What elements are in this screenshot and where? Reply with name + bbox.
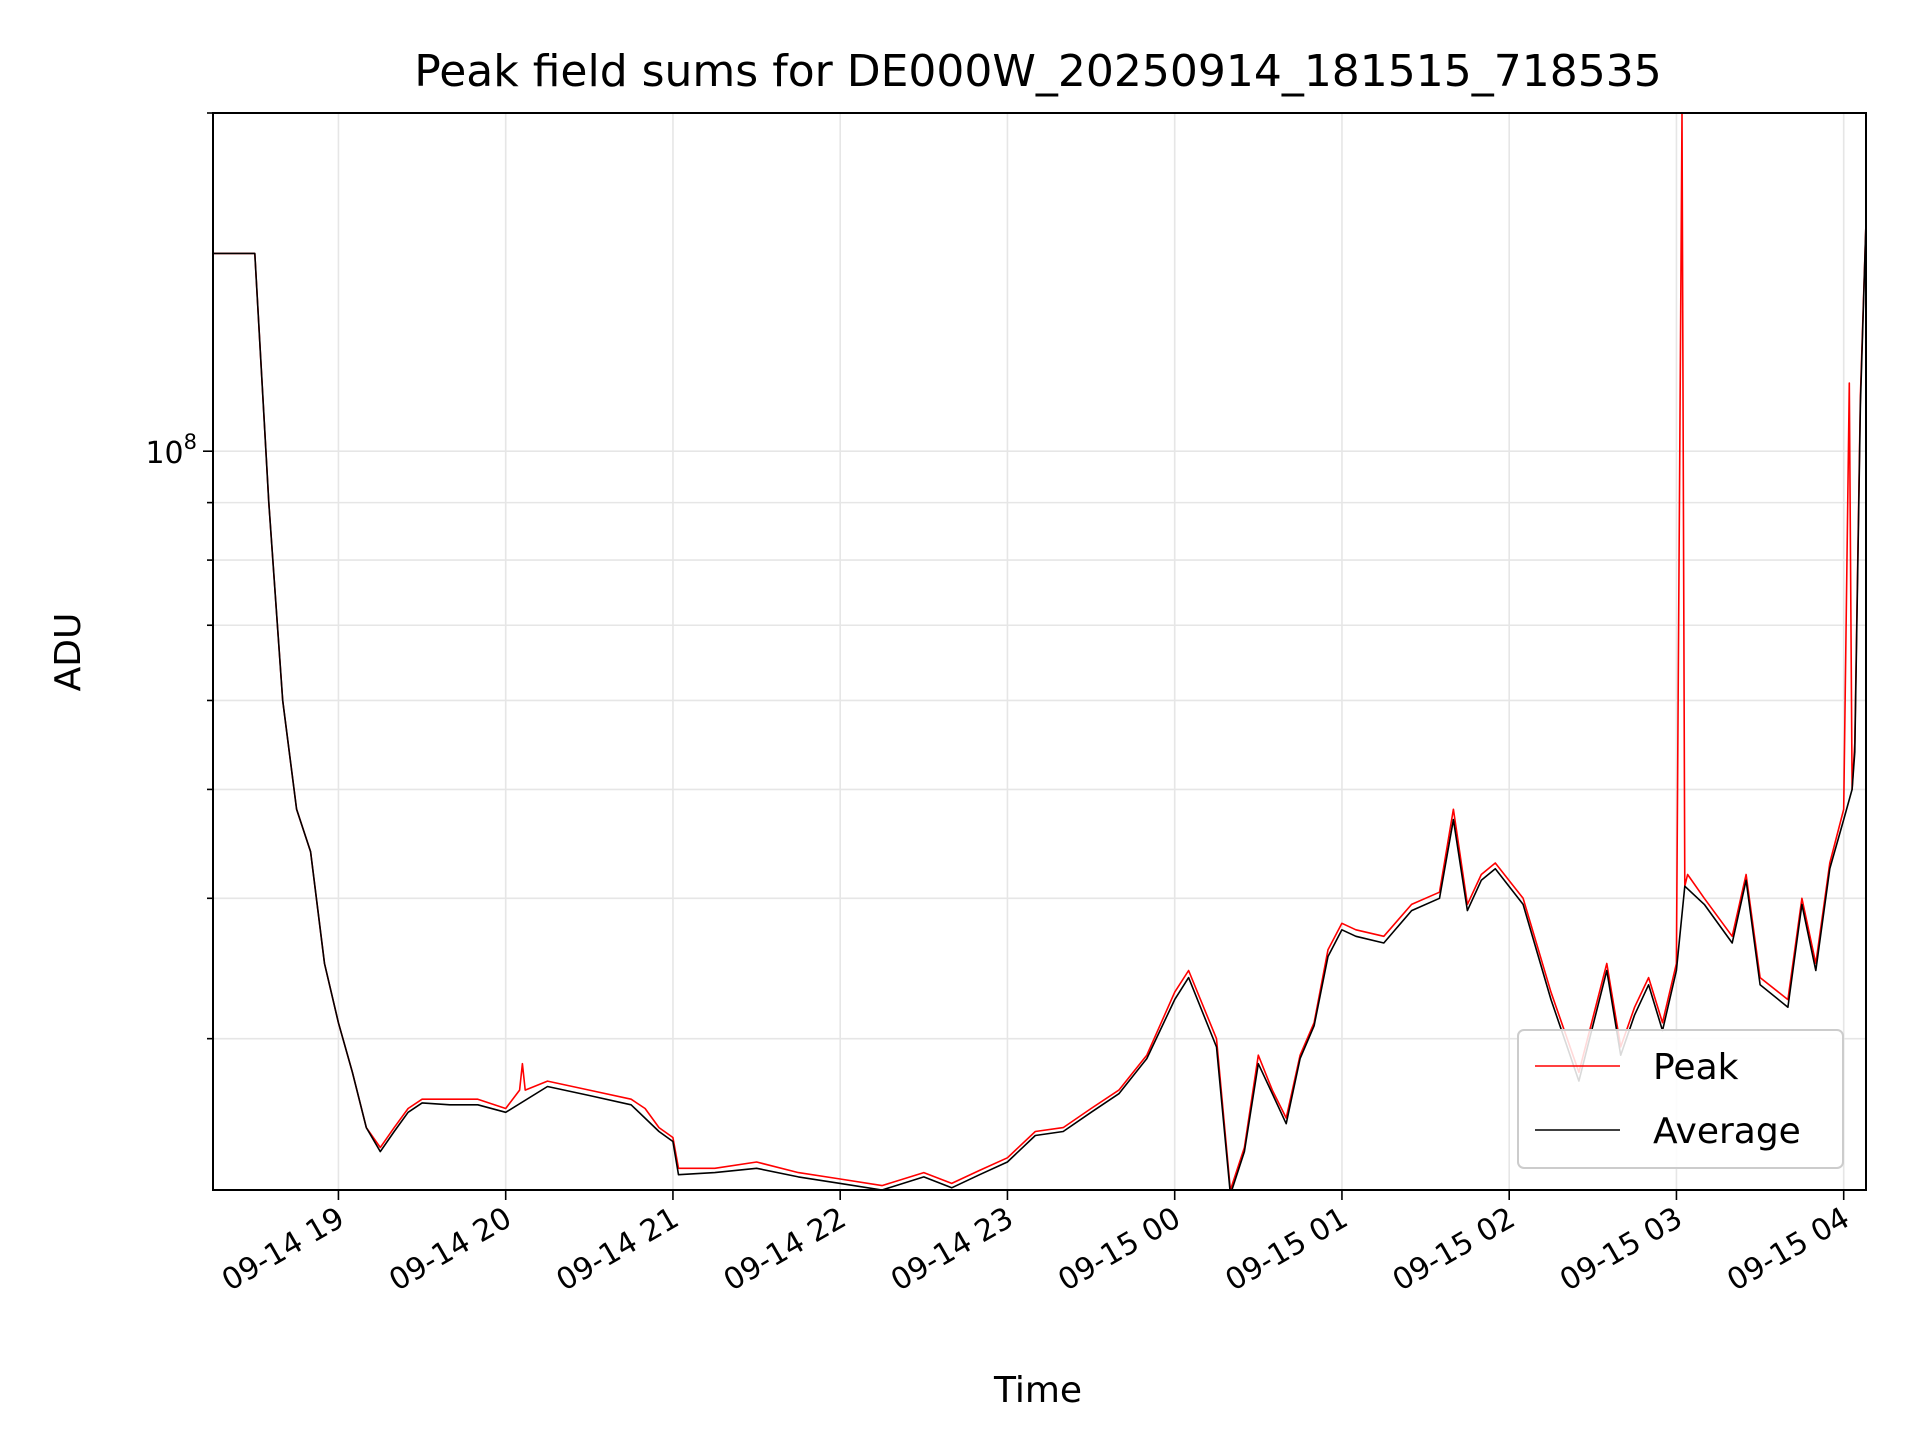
legend-box: [1517, 1029, 1844, 1169]
series-layer: [213, 113, 1866, 1190]
chart-title: Peak field sums for DE000W_20250914_1815…: [414, 46, 1662, 97]
series-line-average: [213, 221, 1866, 1190]
y-tick-label-exponent: 8: [184, 430, 197, 454]
series-line-peak: [213, 113, 1866, 1190]
x-axis-label: Time: [993, 1370, 1082, 1411]
y-axis-label: ADU: [48, 613, 89, 692]
plot-frame: [212, 112, 1867, 1191]
legend-average-label: Average: [1653, 1111, 1801, 1152]
y-tick-label-base: 10: [145, 436, 183, 471]
legend: Peak Average: [1517, 1029, 1844, 1169]
y-tick-label: 108: [145, 430, 197, 471]
legend-peak-label: Peak: [1653, 1047, 1739, 1088]
